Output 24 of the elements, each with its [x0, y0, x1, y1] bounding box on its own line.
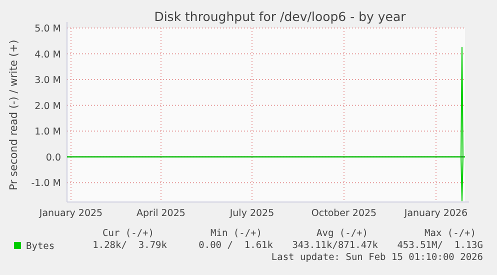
y-tick-label: 3.0 M — [34, 75, 61, 86]
text: Min (-/+) — [210, 228, 262, 239]
y-tick-label: 2.0 M — [34, 100, 61, 112]
y-tick-label: 1.0 M — [34, 126, 61, 138]
x-tick-label: April 2025 — [136, 208, 186, 219]
y-tick-label: 4.0 M — [34, 49, 61, 60]
legend-label: Bytes — [26, 241, 55, 252]
chart-title: Disk throughput for /dev/loop6 - by year — [154, 9, 407, 24]
x-tick-label: July 2025 — [228, 208, 274, 219]
text: 0.00 / 1.61k — [198, 240, 274, 251]
x-tick-label: January 2025 — [38, 208, 103, 219]
text: Last update: Sun Feb 15 01:10:00 2026 — [271, 252, 484, 263]
x-tick-label: January 2026 — [403, 208, 468, 219]
text: Avg (-/+) — [316, 228, 368, 239]
y-axis-title: Pr second read (-) / write (+) — [8, 40, 20, 190]
text: 453.51M/ 1.13G — [397, 240, 484, 251]
y-tick-label: 5.0 M — [34, 24, 61, 34]
text: Cur (-/+) — [102, 228, 154, 239]
y-tick-label: 0.0 — [46, 152, 61, 164]
x-tick-label: October 2025 — [311, 208, 377, 219]
y-tick-label: -1.0 M — [31, 178, 61, 190]
text: 343.11k/871.47k — [292, 240, 378, 251]
text: 1.28k/ 3.79k — [92, 240, 168, 251]
text: Max (-/+) — [424, 228, 476, 239]
